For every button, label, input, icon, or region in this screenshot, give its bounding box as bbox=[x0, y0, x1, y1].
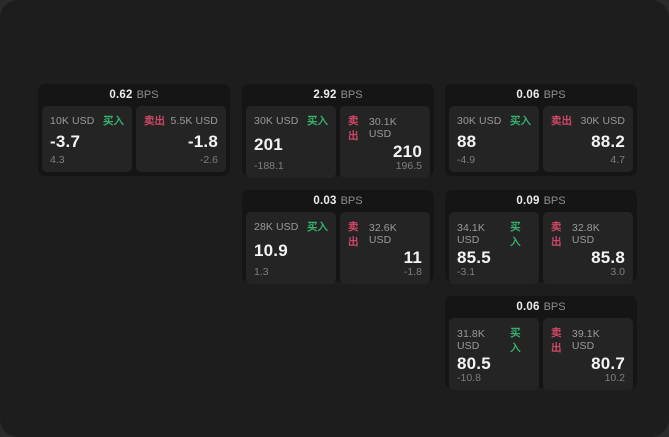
buy-side-label: 买入 bbox=[510, 221, 521, 248]
sell-quote-tile[interactable]: 卖出 30K USD 88.2 4.7 bbox=[543, 106, 633, 172]
buy-side-label: 买入 bbox=[307, 115, 328, 127]
buy-amount-label: 28K USD bbox=[254, 220, 299, 233]
buy-amount-label: 30K USD bbox=[457, 114, 502, 127]
bps-unit-label: BPS bbox=[340, 195, 363, 207]
bps-header: 0.06 BPS bbox=[449, 296, 633, 318]
quote-card: 0.03 BPS 28K USD 买入 10.9 1.3 卖出 32.6K US… bbox=[242, 190, 434, 284]
bps-unit-label: BPS bbox=[543, 195, 566, 207]
buy-side-label: 买入 bbox=[510, 327, 521, 354]
sell-amount-label: 5.5K USD bbox=[170, 114, 218, 127]
sell-price-value: 210 bbox=[393, 142, 422, 161]
sell-side-label: 卖出 bbox=[348, 115, 359, 142]
sell-amount-label: 30K USD bbox=[580, 114, 625, 127]
buy-price-value: 10.9 bbox=[254, 240, 288, 260]
quote-card: 0.06 BPS 31.8K USD 买入 80.5 -10.8 卖出 39.1… bbox=[445, 296, 637, 390]
bps-header: 0.03 BPS bbox=[246, 190, 430, 212]
sell-side-label: 卖出 bbox=[144, 115, 165, 127]
buy-side-label: 买入 bbox=[103, 115, 124, 127]
buy-price-value: 85.5 bbox=[457, 248, 491, 267]
buy-delta-value: -4.9 bbox=[457, 154, 476, 166]
buy-side-label: 买入 bbox=[510, 115, 531, 127]
buy-price-value: 88 bbox=[457, 131, 477, 151]
buy-quote-tile[interactable]: 30K USD 买入 201 -188.1 bbox=[246, 106, 336, 178]
quote-card: 0.09 BPS 34.1K USD 买入 85.5 -3.1 卖出 32.8K… bbox=[445, 190, 637, 284]
bps-unit-label: BPS bbox=[136, 89, 159, 101]
buy-quote-tile[interactable]: 30K USD 买入 88 -4.9 bbox=[449, 106, 539, 172]
bps-header: 2.92 BPS bbox=[246, 84, 430, 106]
sell-price-value: 11 bbox=[403, 248, 422, 267]
buy-price-value: 80.5 bbox=[457, 354, 491, 373]
bps-unit-label: BPS bbox=[543, 301, 566, 313]
bps-value: 2.92 bbox=[313, 89, 337, 101]
buy-delta-value: -3.1 bbox=[457, 266, 476, 278]
sell-quote-tile[interactable]: 卖出 39.1K USD 80.7 10.2 bbox=[543, 318, 633, 390]
bps-header: 0.06 BPS bbox=[449, 84, 633, 106]
bps-header: 0.62 BPS bbox=[42, 84, 226, 106]
buy-quote-tile[interactable]: 28K USD 买入 10.9 1.3 bbox=[246, 212, 336, 284]
buy-amount-label: 31.8K USD bbox=[457, 328, 485, 352]
sell-delta-value: -1.8 bbox=[403, 266, 422, 278]
sell-delta-value: 10.2 bbox=[604, 372, 625, 384]
sell-side-label: 卖出 bbox=[551, 221, 562, 248]
buy-delta-value: 4.3 bbox=[50, 154, 65, 166]
sell-price-value: 88.2 bbox=[591, 131, 625, 151]
buy-quote-tile[interactable]: 10K USD 买入 -3.7 4.3 bbox=[42, 106, 132, 172]
sell-amount-label: 32.6K USD bbox=[368, 222, 397, 246]
buy-amount-label: 10K USD bbox=[50, 114, 95, 127]
bps-value: 0.62 bbox=[109, 89, 133, 101]
quote-card: 0.06 BPS 30K USD 买入 88 -4.9 卖出 30K USD bbox=[445, 84, 637, 176]
sell-quote-tile[interactable]: 卖出 32.6K USD 11 -1.8 bbox=[340, 212, 430, 284]
sell-side-label: 卖出 bbox=[551, 327, 562, 354]
buy-delta-value: -188.1 bbox=[254, 160, 284, 172]
bps-value: 0.09 bbox=[516, 195, 540, 207]
sell-delta-value: 196.5 bbox=[395, 160, 422, 172]
sell-delta-value: 3.0 bbox=[610, 266, 625, 278]
sell-side-label: 卖出 bbox=[551, 115, 572, 127]
sell-delta-value: 4.7 bbox=[610, 154, 625, 166]
buy-amount-label: 34.1K USD bbox=[457, 222, 485, 246]
bps-value: 0.06 bbox=[516, 89, 540, 101]
buy-delta-value: 1.3 bbox=[254, 266, 269, 278]
sell-price-value: 85.8 bbox=[591, 248, 625, 267]
sell-quote-tile[interactable]: 卖出 30.1K USD 210 196.5 bbox=[340, 106, 430, 178]
quote-card: 0.62 BPS 10K USD 买入 -3.7 4.3 卖出 5.5K USD bbox=[38, 84, 230, 176]
sell-amount-label: 32.8K USD bbox=[571, 222, 600, 246]
buy-quote-tile[interactable]: 31.8K USD 买入 80.5 -10.8 bbox=[449, 318, 539, 390]
buy-quote-tile[interactable]: 34.1K USD 买入 85.5 -3.1 bbox=[449, 212, 539, 284]
sell-quote-tile[interactable]: 卖出 5.5K USD -1.8 -2.6 bbox=[136, 106, 226, 172]
buy-price-value: 201 bbox=[254, 134, 283, 154]
buy-amount-label: 30K USD bbox=[254, 114, 299, 127]
sell-amount-label: 39.1K USD bbox=[571, 328, 600, 352]
buy-price-value: -3.7 bbox=[50, 131, 81, 151]
buy-delta-value: -10.8 bbox=[457, 372, 481, 384]
sell-amount-label: 30.1K USD bbox=[368, 116, 397, 140]
bps-header: 0.09 BPS bbox=[449, 190, 633, 212]
bps-value: 0.06 bbox=[516, 301, 540, 313]
sell-delta-value: -2.6 bbox=[199, 154, 218, 166]
sell-price-value: -1.8 bbox=[187, 131, 218, 151]
sell-price-value: 80.7 bbox=[591, 354, 625, 373]
bps-unit-label: BPS bbox=[543, 89, 566, 101]
bps-value: 0.03 bbox=[313, 195, 337, 207]
bps-unit-label: BPS bbox=[340, 89, 363, 101]
sell-quote-tile[interactable]: 卖出 32.8K USD 85.8 3.0 bbox=[543, 212, 633, 284]
sell-side-label: 卖出 bbox=[348, 221, 359, 248]
buy-side-label: 买入 bbox=[307, 221, 328, 233]
quote-card: 2.92 BPS 30K USD 买入 201 -188.1 卖出 30.1K … bbox=[242, 84, 434, 178]
